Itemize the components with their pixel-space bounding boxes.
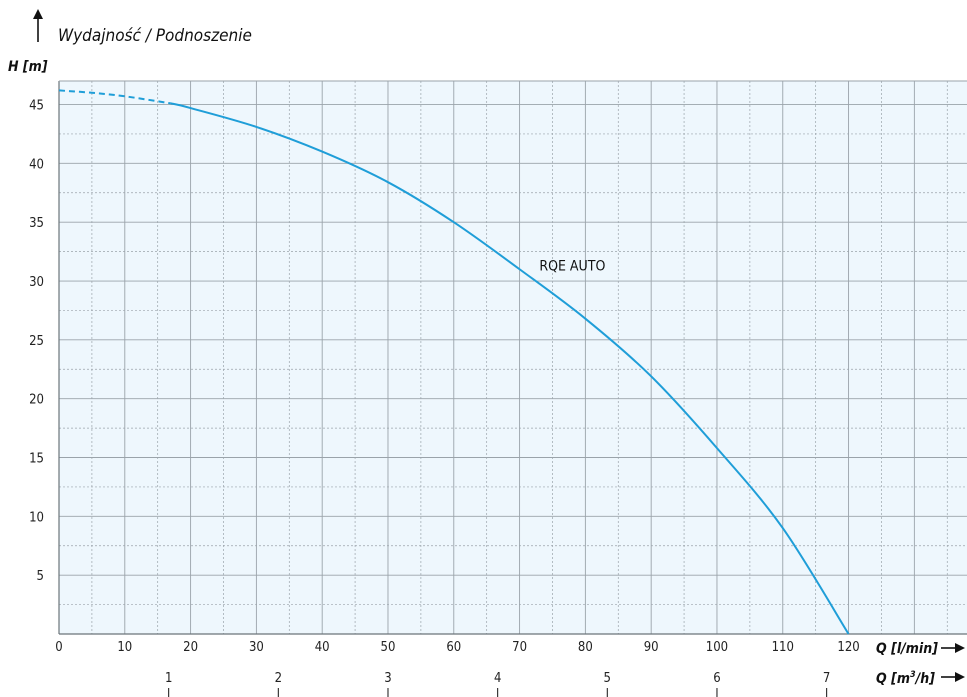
x-tick-label: 10 <box>117 640 132 655</box>
x-tick-label: 60 <box>446 640 461 655</box>
x2-axis-label: Q [m3/h] <box>876 670 935 687</box>
y-axis-label: H [m] <box>8 59 48 75</box>
x2-tick-label: 5 <box>604 671 611 686</box>
series-label: RQE AUTO <box>539 258 605 274</box>
y-tick-label: 15 <box>29 452 44 467</box>
chart-title: Wydajność / Podnoszenie <box>58 26 252 46</box>
x-tick-label: 50 <box>381 640 396 655</box>
x2-axis-arrow-icon <box>941 672 965 682</box>
x2-tick-labels: 1 2 3 4 5 6 7 <box>165 671 830 697</box>
x-tick-labels: 0 10 20 30 40 50 60 70 80 90 100 110 120 <box>55 640 859 655</box>
x-tick-label: 40 <box>315 640 330 655</box>
x-tick-label: 30 <box>249 640 264 655</box>
plot-area <box>59 81 967 634</box>
y-tick-label: 20 <box>29 393 44 408</box>
curve-layer: RQE AUTO <box>58 89 850 635</box>
x-tick-label: 0 <box>55 640 62 655</box>
grid <box>58 80 967 635</box>
series-line-dashed <box>58 89 172 105</box>
y-tick-label: 25 <box>29 334 44 349</box>
x2-tick-label: 4 <box>494 671 501 686</box>
x-tick-label: 90 <box>644 640 659 655</box>
x-tick-label: 80 <box>578 640 593 655</box>
y-tick-labels: 5 10 15 20 25 30 35 40 45 <box>29 99 44 585</box>
x2-tick-label: 1 <box>165 671 172 686</box>
y-tick-label: 30 <box>29 275 44 290</box>
y-tick-label: 10 <box>29 510 44 525</box>
x2-tick-label: 3 <box>384 671 391 686</box>
y-tick-label: 40 <box>29 157 44 172</box>
y-tick-label: 5 <box>37 569 44 584</box>
x-axis-label: Q [l/min] <box>876 641 938 657</box>
series-line <box>170 102 850 635</box>
x2-tick-label: 6 <box>713 671 720 686</box>
y-tick-label: 35 <box>29 216 44 231</box>
x-tick-label: 70 <box>512 640 527 655</box>
title-arrow-icon <box>33 9 43 42</box>
x2-tick-label: 2 <box>275 671 282 686</box>
x-tick-label: 100 <box>706 640 728 655</box>
x-axis-arrow-icon <box>941 643 965 653</box>
x-tick-label: 110 <box>772 640 794 655</box>
x2-tick-label: 7 <box>823 671 830 686</box>
plot-background <box>59 81 967 634</box>
y-tick-label: 45 <box>29 99 44 114</box>
x-tick-label: 20 <box>183 640 198 655</box>
x-tick-label: 120 <box>837 640 859 655</box>
